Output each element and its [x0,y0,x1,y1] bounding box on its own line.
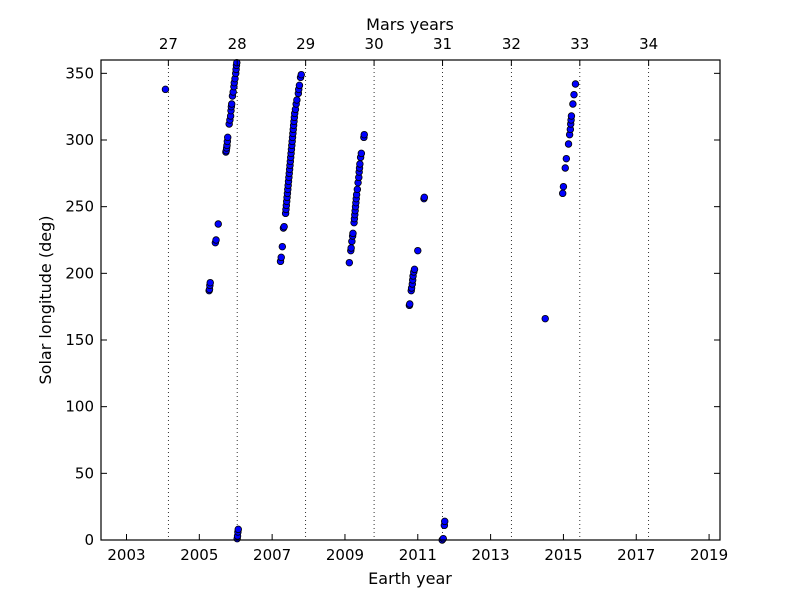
data-point [571,80,580,88]
data-points [161,58,580,544]
data-point [439,534,447,543]
data-point [161,85,170,94]
data-point [559,182,568,191]
data-point [345,258,354,267]
x-tick-label: 2005 [180,546,218,564]
mars-year-tick-label: 34 [639,35,658,53]
data-point [357,149,366,158]
y-tick-label: 250 [65,198,94,216]
data-point [297,70,305,79]
data-point [353,185,362,194]
y-tick-label: 300 [65,131,94,149]
data-point [360,130,368,139]
data-point [541,314,549,323]
data-point [293,96,301,104]
mars-year-tick-label: 31 [433,35,452,53]
earth-year-axis: 2003 2005 2007 2009 2011 2013 2015 2017 2019 [107,534,728,564]
y-axis-title: Solar longitude (deg) [36,216,55,385]
x-tick-label: 2013 [472,546,510,564]
data-point [212,236,220,244]
data-point [234,525,242,534]
y-tick-label: 50 [75,464,94,482]
data-point [278,242,287,251]
x-tick-label: 2003 [107,546,145,564]
y-tick-label: 150 [65,331,94,349]
mars-year-tick-label: 33 [570,35,589,53]
mars-year-axis: 27 28 29 30 31 32 33 34 [159,35,658,66]
x-tick-label: 2009 [326,546,364,564]
y-tick-label: 350 [65,64,94,82]
x-tick-label: 2017 [617,546,655,564]
data-point [280,222,288,231]
mars-year-tick-label: 30 [365,35,384,53]
plot-frame [100,59,721,541]
data-point [561,164,569,172]
data-point [567,112,576,120]
data-point [562,154,571,163]
x-axis-title: Earth year [368,569,452,588]
mars-year-tick-label: 29 [296,35,315,53]
data-point [214,220,222,228]
data-point [349,229,357,238]
data-point [206,278,214,287]
solar-longitude-axis: 0 50 100 150 200 250 300 350 [65,64,720,549]
data-point [356,160,364,168]
mars-year-gridlines [167,60,650,540]
data-point [228,100,236,108]
data-point [564,140,573,148]
y-tick-label: 100 [65,398,94,416]
x-tick-label: 2007 [253,546,291,564]
data-point [570,90,578,99]
y-tick-label: 200 [65,264,94,282]
data-point [277,253,285,262]
data-point [569,100,577,108]
data-point [347,244,355,252]
data-point [441,517,449,526]
y-tick-label: 0 [84,531,94,549]
x-tick-label: 2015 [544,546,582,564]
data-point [295,81,304,90]
data-point [420,193,429,202]
data-point [559,189,567,198]
top-axis-title: Mars years [366,15,454,34]
x-tick-label: 2019 [690,546,728,564]
data-point [406,300,414,308]
x-tick-label: 2011 [399,546,437,564]
mars-year-tick-label: 27 [159,35,178,53]
data-point [410,265,419,274]
data-point [224,133,232,142]
mars-year-tick-label: 28 [228,35,247,53]
mars-year-tick-label: 32 [502,35,521,53]
data-point [414,246,422,255]
